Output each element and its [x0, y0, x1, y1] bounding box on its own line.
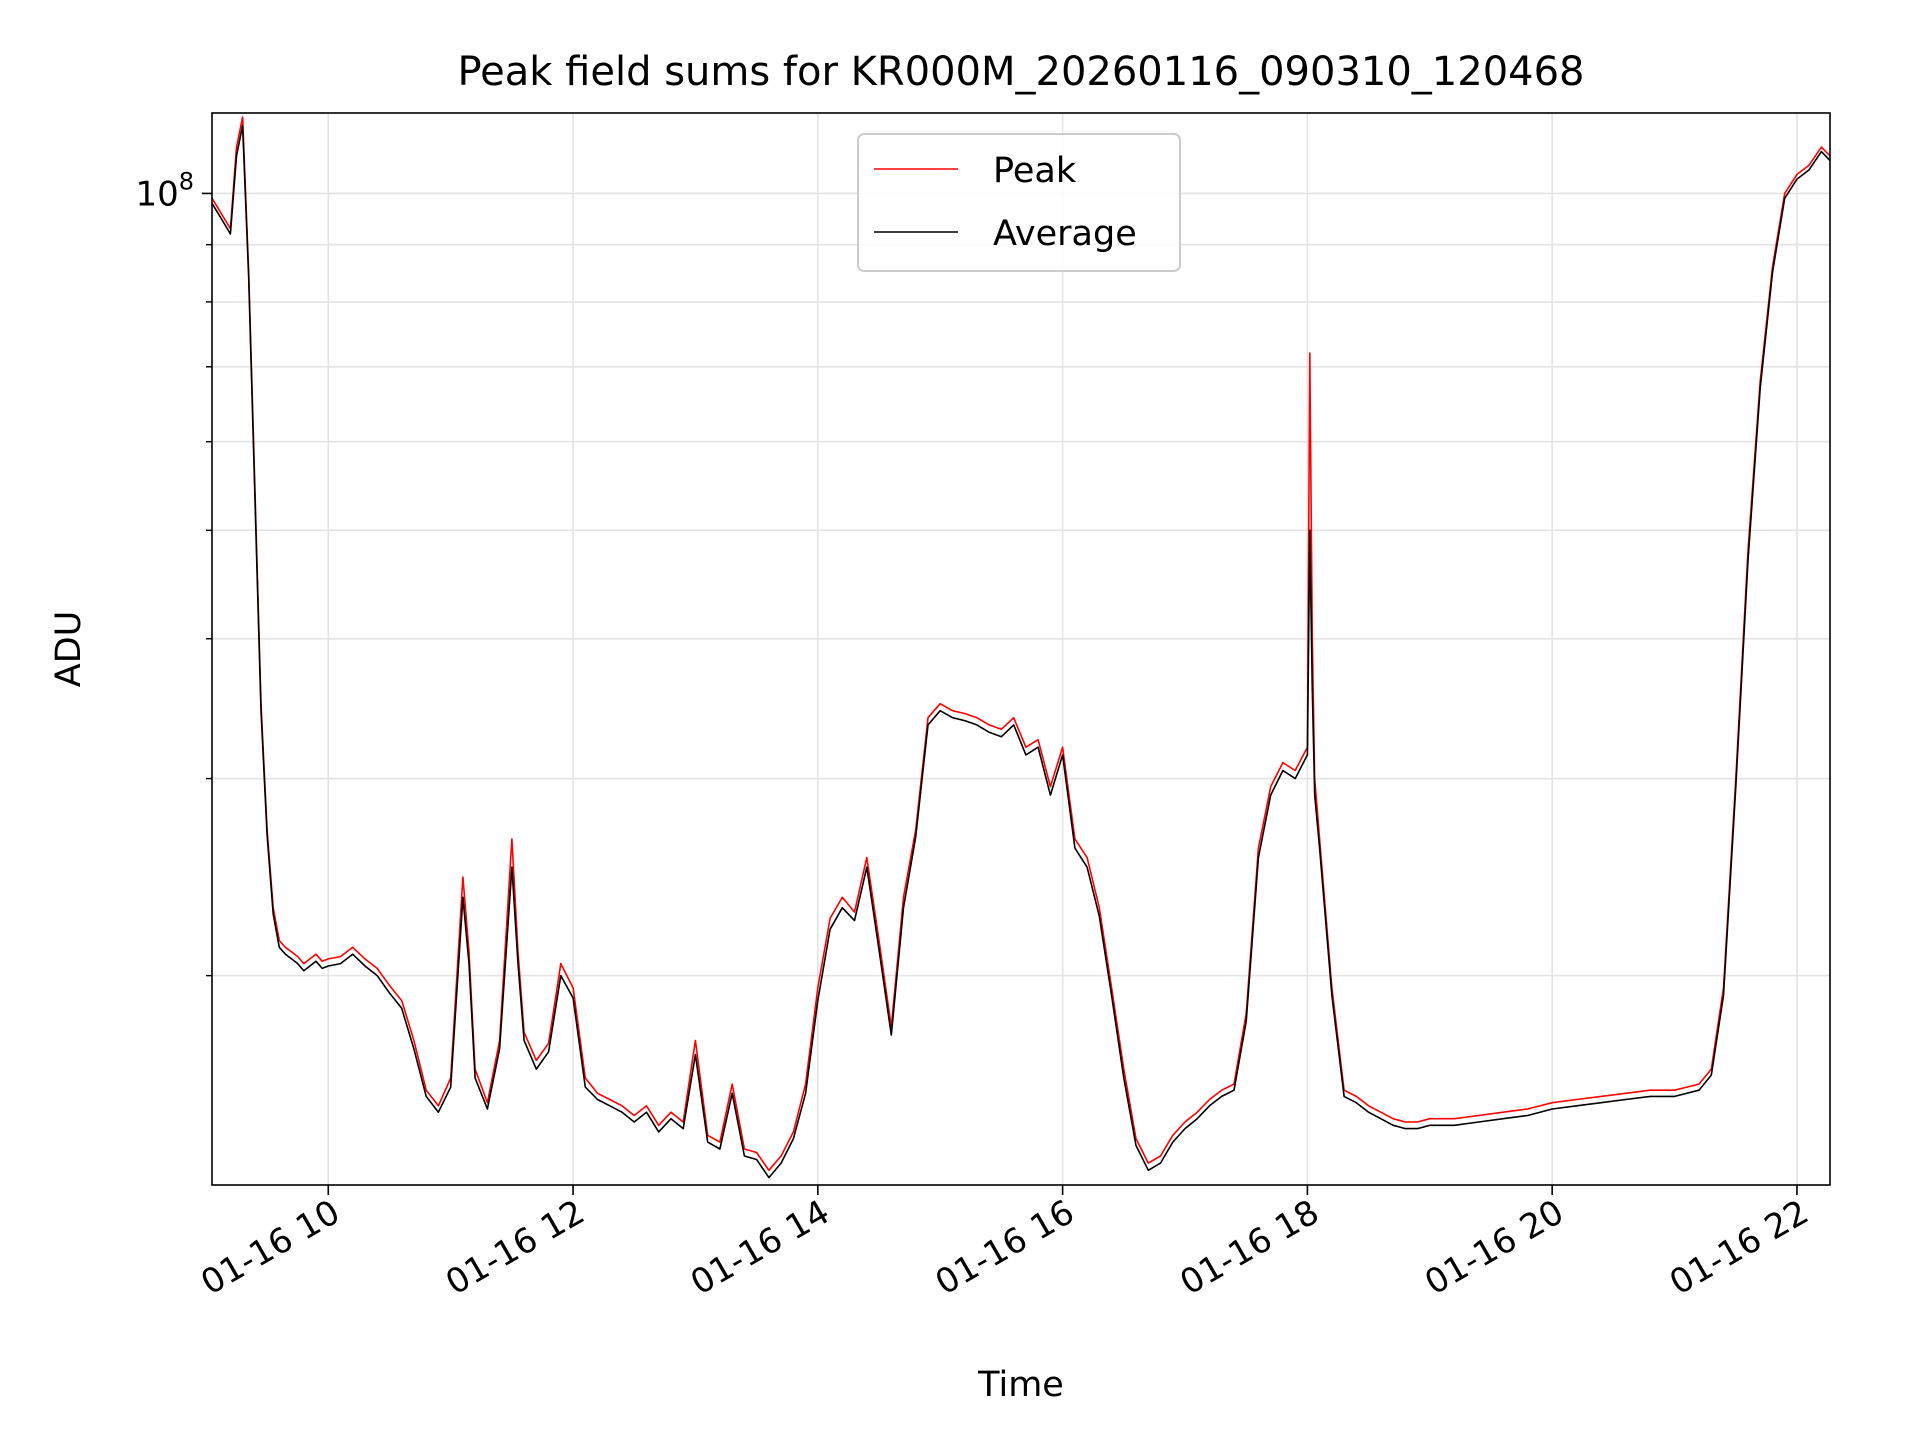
y-axis-label: ADU: [49, 611, 89, 688]
chart-title: Peak field sums for KR000M_20260116_0903…: [457, 49, 1584, 95]
plot-series: [211, 116, 1831, 1179]
x-axis-label: Time: [977, 1365, 1064, 1405]
legend: Peak Average: [857, 133, 1181, 272]
plot-frame: [211, 112, 1831, 1186]
legend-average-label: Average: [993, 214, 1137, 254]
y-tick-label: 108: [135, 167, 194, 214]
series-line-peak: [211, 116, 1831, 1172]
y-axis-ticks: 108: [135, 167, 212, 977]
legend-peak-label: Peak: [993, 151, 1077, 191]
series-line-average: [211, 124, 1831, 1179]
